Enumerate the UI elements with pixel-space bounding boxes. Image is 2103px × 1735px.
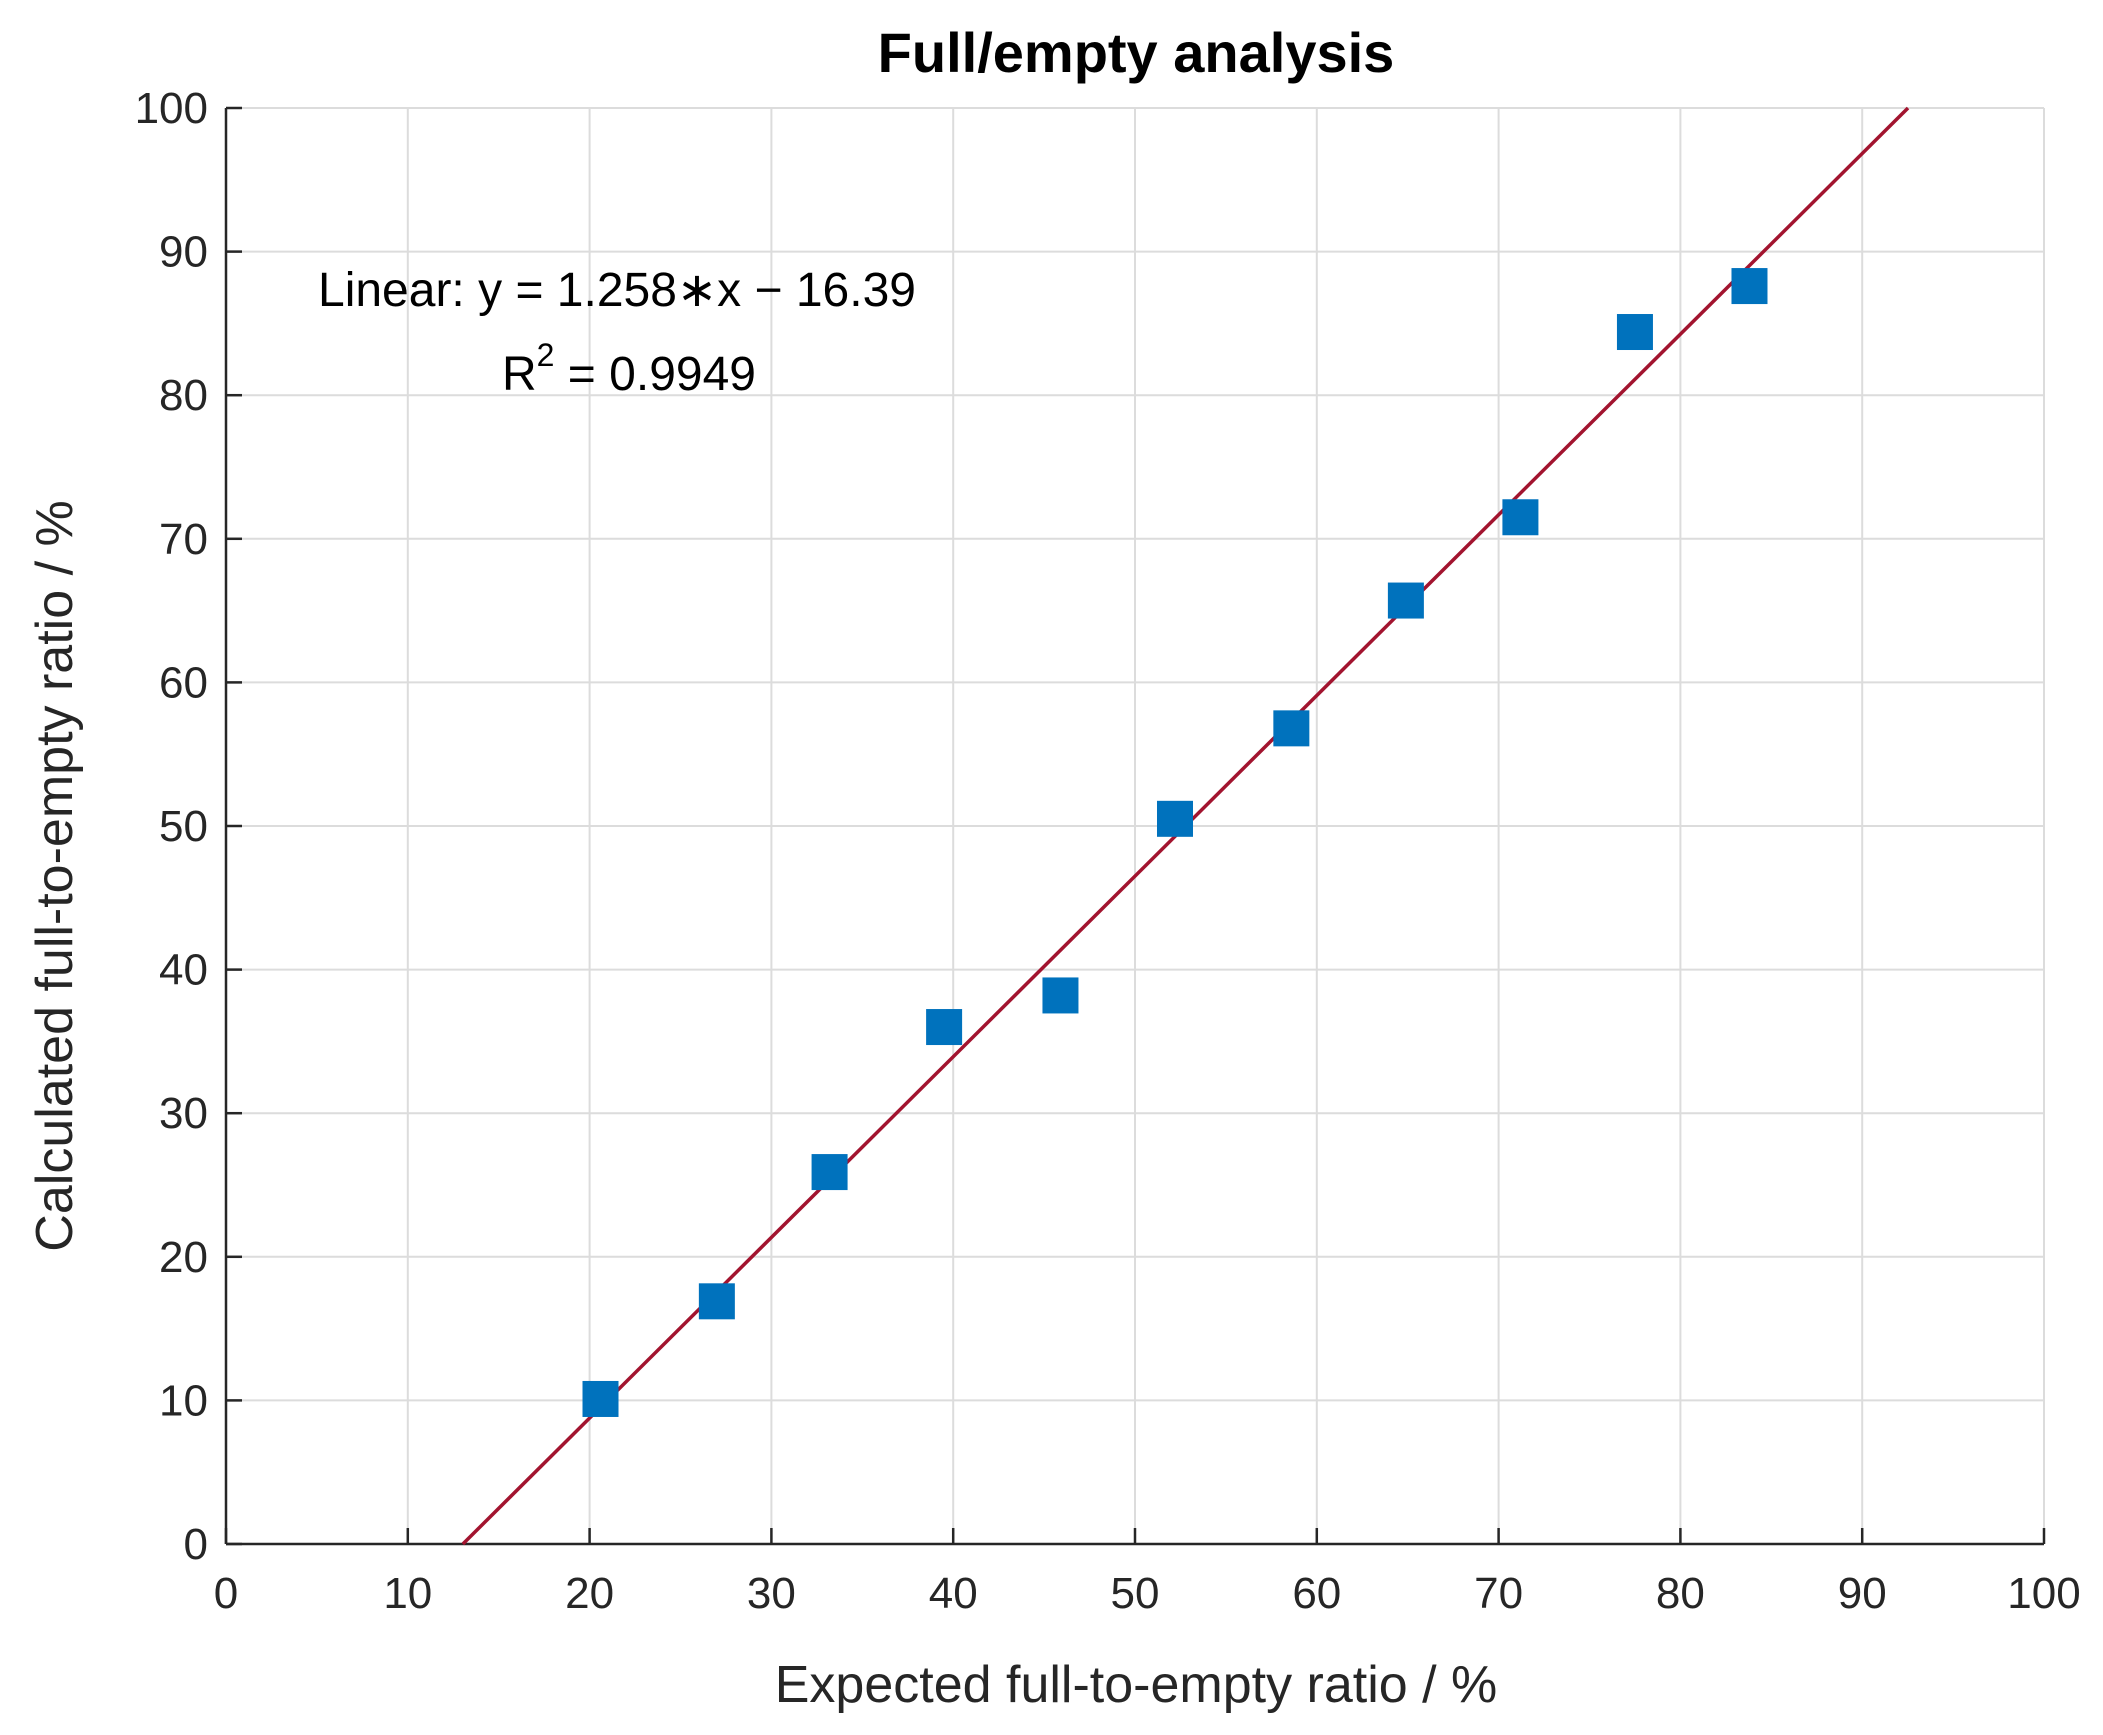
data-point (1273, 710, 1310, 747)
y-tick-label: 90 (159, 228, 208, 277)
data-point (698, 1283, 735, 1320)
y-tick-label: 0 (184, 1520, 208, 1569)
y-axis-label: Calculated full-to-empty ratio / % (26, 500, 84, 1251)
data-point (926, 1009, 963, 1046)
x-tick-label: 30 (747, 1569, 796, 1618)
fit-equation-annotation: Linear: y = 1.258∗x − 16.39 (318, 264, 916, 317)
y-tick-label: 10 (159, 1376, 208, 1425)
x-tick-label: 80 (1656, 1569, 1705, 1618)
data-point (811, 1154, 848, 1191)
r-squared-annotation: R2 = 0.9949 (502, 337, 756, 401)
y-tick-label: 70 (159, 515, 208, 564)
y-tick-label: 50 (159, 802, 208, 851)
x-axis-label: Expected full-to-empty ratio / % (775, 1656, 1498, 1714)
x-tick-label: 20 (565, 1569, 614, 1618)
data-point (1156, 800, 1193, 837)
y-tick-label: 30 (159, 1089, 208, 1138)
x-tick-label: 50 (1111, 1569, 1160, 1618)
x-tick-label: 100 (2007, 1569, 2080, 1618)
y-ticks: 0 10 20 30 40 50 60 70 80 90 100 (135, 84, 242, 1569)
data-points (582, 268, 1768, 1417)
r-squared-value: = 0.9949 (554, 348, 756, 401)
r-squared-exponent: 2 (537, 337, 555, 373)
data-point (1387, 582, 1424, 619)
y-tick-label: 100 (135, 84, 208, 133)
data-point (1042, 977, 1079, 1014)
y-tick-label: 80 (159, 371, 208, 420)
x-tick-label: 10 (383, 1569, 432, 1618)
x-tick-label: 0 (214, 1569, 238, 1618)
data-point (1731, 268, 1768, 305)
x-tick-label: 70 (1474, 1569, 1523, 1618)
grid (226, 108, 2044, 1544)
y-tick-label: 60 (159, 658, 208, 707)
data-point (1616, 314, 1653, 351)
data-point (582, 1380, 619, 1417)
x-tick-label: 60 (1292, 1569, 1341, 1618)
x-tick-label: 90 (1838, 1569, 1887, 1618)
y-tick-label: 20 (159, 1233, 208, 1282)
r-squared-letter: R (502, 348, 537, 401)
data-point (1502, 499, 1539, 536)
x-tick-label: 40 (929, 1569, 978, 1618)
x-ticks: 0 10 20 30 40 50 60 70 80 90 100 (214, 1528, 2081, 1618)
y-tick-label: 40 (159, 946, 208, 995)
chart-title: Full/empty analysis (878, 21, 1395, 84)
